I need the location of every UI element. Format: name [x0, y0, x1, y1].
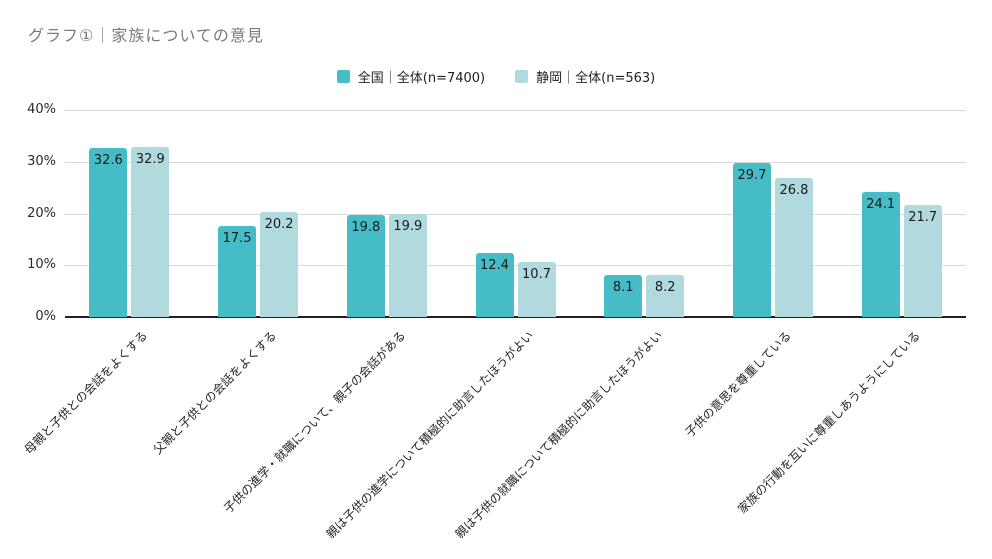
y-tick-label: 0% — [35, 309, 56, 324]
category-label: 親は子供の就職について積極的に助言したほうがよい — [452, 328, 666, 542]
legend-label-national: 全国｜全体(n=7400) — [357, 71, 486, 86]
plot-area: 32.6 32.9 母親と子供との会話をよくする 17.5 20.2 父親と子供との会話を… — [22, 110, 966, 541]
bar-group: 8.1 8.2 親は子供の就職について積極的に助言したほうがよい — [453, 110, 709, 541]
gridline — [65, 110, 966, 111]
category-label: 子供の意思を尊重している — [682, 328, 795, 440]
bar-value-label: 8.1 — [612, 280, 634, 296]
category-label: 母親と子供との会話をよくする — [22, 328, 151, 458]
legend: 全国｜全体(n=7400) 静岡｜全体(n=563) — [0, 67, 992, 86]
bar-value-label: 32.9 — [135, 151, 165, 167]
gridline — [65, 265, 966, 267]
bar-group: 24.1 21.7 家族の行動を互いに尊重しあうようにしている — [735, 110, 966, 516]
bar-value-label: 8.2 — [654, 279, 676, 295]
bar-value-label: 24.1 — [866, 197, 896, 213]
legend-label-shizuoka: 静岡｜全体(n=563) — [536, 71, 656, 86]
bar-group: 29.7 26.8 子供の意思を尊重している — [683, 110, 838, 440]
bar-national[interactable]: 24.1 — [861, 192, 900, 317]
gridline — [65, 161, 966, 163]
bar-national[interactable]: 19.8 — [346, 214, 385, 317]
bar-value-label: 19.8 — [351, 219, 381, 235]
bar-group: 17.5 20.2 父親と子供との会話をよくする — [151, 110, 323, 457]
bar-value-label: 32.6 — [93, 153, 123, 169]
bar-shizuoka[interactable]: 20.2 — [260, 212, 299, 317]
legend-item-national[interactable]: 全国｜全体(n=7400) — [336, 67, 486, 86]
bar-value-label: 12.4 — [480, 257, 509, 273]
bar-group: 19.8 19.9 子供の進学・就職について、親子の会話がある — [221, 110, 451, 516]
chart-title: グラフ①｜家族についての意見 — [28, 26, 264, 45]
bar-value-label: 10.7 — [522, 266, 551, 282]
bar-shizuoka[interactable]: 19.9 — [388, 214, 427, 317]
bar-shizuoka[interactable]: 21.7 — [903, 204, 942, 317]
bar-shizuoka[interactable]: 32.9 — [131, 146, 170, 317]
bar-national[interactable]: 8.1 — [604, 275, 643, 317]
bar-national[interactable]: 12.4 — [475, 252, 514, 317]
legend-swatch-shizuoka-icon — [515, 70, 529, 83]
bar-value-label: 26.8 — [779, 183, 809, 199]
bar-value-label: 17.5 — [222, 231, 252, 247]
legend-swatch-national-icon — [336, 70, 350, 83]
gridline — [65, 213, 966, 215]
y-tick-label: 20% — [27, 205, 56, 221]
bar-group: 32.6 32.9 母親と子供との会話をよくする — [22, 110, 194, 457]
legend-item-shizuoka[interactable]: 静岡｜全体(n=563) — [515, 67, 655, 86]
y-tick-label: 40% — [27, 102, 56, 117]
bar-shizuoka[interactable]: 8.2 — [646, 274, 685, 317]
category-label: 父親と子供との会話をよくする — [150, 328, 280, 458]
bar-group: 12.4 10.7 親は子供の進学について積極的に助言したほうがよい — [324, 110, 580, 541]
bar-shizuoka[interactable]: 10.7 — [517, 261, 556, 317]
bar-shizuoka[interactable]: 26.8 — [774, 178, 813, 317]
bar-national[interactable]: 32.6 — [89, 148, 128, 317]
bar-value-label: 19.9 — [393, 219, 423, 235]
bar-national[interactable]: 17.5 — [218, 226, 257, 317]
bar-value-label: 21.7 — [908, 209, 938, 225]
x-axis-baseline — [65, 316, 966, 318]
bar-value-label: 20.2 — [264, 217, 294, 233]
bar-groups: 32.6 32.9 母親と子供との会話をよくする 17.5 20.2 父親と子供との会話を… — [22, 110, 966, 541]
y-axis: 40% 30% 20% 10% 0% — [0, 102, 56, 324]
y-tick-label: 10% — [27, 257, 56, 273]
y-tick-label: 30% — [27, 153, 56, 169]
bar-value-label: 29.7 — [737, 168, 767, 184]
bar-national[interactable]: 29.7 — [732, 163, 771, 317]
category-label: 親は子供の進学について積極的に助言したほうがよい — [323, 328, 537, 542]
